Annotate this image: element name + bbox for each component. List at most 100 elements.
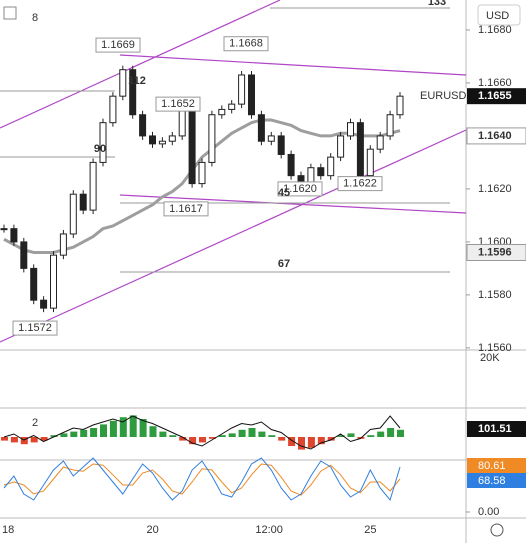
histogram-bar [367, 435, 375, 437]
candle [238, 74, 246, 105]
price-annotation-box [95, 37, 141, 53]
y-tick-label: 1.1560 [478, 342, 512, 354]
oscillator-value: 101.51 [478, 423, 512, 435]
candle [109, 95, 117, 124]
candle [198, 161, 206, 185]
candle [347, 122, 354, 137]
currency-dropdown[interactable] [477, 4, 521, 26]
histogram-bar [50, 435, 58, 437]
wave-count: 90 [94, 143, 106, 155]
candle [337, 135, 345, 158]
candle [0, 228, 8, 231]
candle [277, 135, 285, 155]
candle [208, 114, 216, 163]
histogram-bar [149, 426, 157, 437]
histogram-bar [30, 437, 38, 443]
price-annotation: 1.1617 [169, 203, 203, 215]
price-annotation: 1.1620 [283, 183, 317, 195]
candle [396, 95, 404, 116]
price-annotation-box [337, 176, 383, 192]
x-tick-label: 20 [147, 524, 159, 536]
histogram-bar [258, 431, 266, 437]
level-badge [466, 127, 526, 145]
candle [356, 122, 364, 177]
candle [327, 156, 335, 177]
price-annotation-box [163, 201, 209, 217]
stoch-badge [467, 473, 526, 488]
candle [317, 167, 325, 177]
candle [59, 233, 67, 256]
histogram-bar [40, 437, 48, 441]
histogram-bar [20, 437, 28, 445]
histogram-bar [159, 431, 167, 437]
stoch-value: 80.61 [478, 460, 506, 472]
candle [69, 193, 77, 235]
price-annotation-box [223, 36, 269, 52]
candle [89, 161, 97, 211]
price-annotation: 1.1652 [161, 98, 195, 110]
oscillator-label: 2 [32, 417, 38, 429]
volume-scale: 20K [480, 352, 500, 364]
candle [287, 153, 295, 177]
candle [366, 148, 374, 177]
histogram-bar [70, 431, 78, 437]
candle [188, 108, 196, 185]
y-tick-label: 0.00 [478, 506, 499, 518]
histogram-bar [288, 437, 296, 446]
candle [386, 114, 394, 137]
histogram-bar [109, 420, 117, 437]
stoch-value: 68.58 [478, 475, 506, 487]
candle [168, 135, 176, 142]
price-annotation: 1.1572 [18, 322, 52, 334]
collapse-button[interactable] [3, 6, 17, 20]
histogram-bar [80, 429, 88, 437]
candle [30, 267, 38, 301]
histogram-bar [347, 433, 355, 437]
candle [79, 193, 87, 211]
histogram-bar [1, 437, 8, 441]
histogram-bar [327, 437, 335, 441]
histogram-bar [199, 437, 206, 443]
y-tick-label: 1.1660 [478, 77, 512, 89]
x-tick-label: 18 [2, 524, 14, 536]
histogram-bar [100, 424, 107, 437]
x-tick-label: 12:00 [255, 524, 283, 536]
histogram-bar [337, 435, 345, 437]
y-tick-label: 1.1620 [478, 183, 512, 195]
histogram-bar [139, 419, 147, 437]
histogram-bar [169, 435, 177, 437]
candle [158, 140, 166, 145]
histogram-bar [397, 429, 404, 437]
last-price-badge [467, 88, 526, 105]
price-annotation: 1.1622 [343, 178, 377, 190]
oscillator-badge [467, 421, 526, 437]
candle [119, 69, 127, 97]
candle [307, 167, 315, 185]
candle [376, 135, 384, 150]
histogram-bar [278, 437, 286, 441]
price-annotation-box [155, 96, 201, 112]
histogram-bar [298, 437, 305, 450]
candle [257, 114, 265, 142]
level-label: 1.1596 [478, 246, 512, 258]
settings[interactable] [490, 523, 504, 537]
candle [178, 108, 186, 137]
currency: USD [486, 10, 509, 22]
candle [218, 108, 226, 116]
histogram-bar [129, 415, 137, 437]
candle [129, 69, 137, 116]
histogram-bar [90, 428, 98, 437]
candle [228, 103, 236, 110]
stoch-k [3, 457, 401, 502]
histogram-bar [218, 435, 226, 437]
oscillator-line [3, 415, 401, 450]
price-annotation-box [12, 320, 58, 336]
candle [267, 135, 275, 142]
histogram-bar [208, 437, 216, 439]
candle [248, 74, 255, 116]
histogram-bar [387, 428, 395, 437]
wave-count: 133 [428, 0, 446, 8]
symbol-badge [418, 88, 466, 105]
histogram-bar [317, 437, 325, 445]
